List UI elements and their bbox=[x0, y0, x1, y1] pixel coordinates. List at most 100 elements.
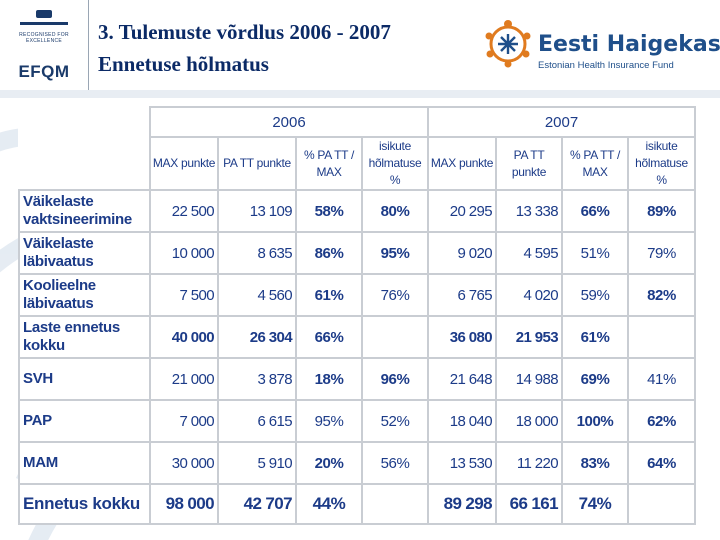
table-cell: 7 000 bbox=[149, 399, 219, 443]
table-row: Väikelaste vaktsineerimine 22 500 13 109… bbox=[18, 189, 696, 233]
table-cell: 51% bbox=[561, 231, 629, 275]
efqm-logo: RECOGNISED FOR EXCELLENCE EFQM bbox=[14, 8, 74, 82]
table-cell: 13 338 bbox=[495, 189, 563, 233]
table-cell: 21 953 bbox=[495, 315, 563, 359]
efqm-mark-text: EFQM bbox=[18, 62, 70, 81]
year-header-row: 2006 2007 bbox=[18, 106, 696, 191]
row-label: Koolieelne läbivaatus bbox=[18, 273, 151, 317]
column-header: % PA TT / MAX bbox=[295, 136, 363, 191]
table-cell: 89 298 bbox=[427, 483, 497, 525]
table-cell: 61% bbox=[561, 315, 629, 359]
table-cell: 6 765 bbox=[427, 273, 497, 317]
table-cell: 80% bbox=[361, 189, 429, 233]
table-cell: 59% bbox=[561, 273, 629, 317]
table-cell: 61% bbox=[295, 273, 363, 317]
table-cell: 9 020 bbox=[427, 231, 497, 275]
table-cell: 62% bbox=[627, 399, 696, 443]
table-cell bbox=[361, 315, 429, 359]
column-header: PA TT punkte bbox=[495, 136, 563, 191]
table-corner bbox=[18, 106, 151, 191]
table-cell: 7 500 bbox=[149, 273, 219, 317]
table-cell: 95% bbox=[295, 399, 363, 443]
org-name: Eesti Haigekassa bbox=[538, 32, 720, 57]
table-row: PAP 7 000 6 615 95% 52% 18 040 18 000 10… bbox=[18, 399, 696, 443]
table-cell: 83% bbox=[561, 441, 629, 485]
table-row: Väikelaste läbivaatus 10 000 8 635 86% 9… bbox=[18, 231, 696, 275]
table-cell: 82% bbox=[627, 273, 696, 317]
table-cell: 69% bbox=[561, 357, 629, 401]
table-cell: 8 635 bbox=[217, 231, 297, 275]
table-cell: 41% bbox=[627, 357, 696, 401]
table-row-total: Ennetus kokku 98 000 42 707 44% 89 298 6… bbox=[18, 483, 696, 525]
table-cell: 21 648 bbox=[427, 357, 497, 401]
table-cell: 20 295 bbox=[427, 189, 497, 233]
table-cell: 10 000 bbox=[149, 231, 219, 275]
table-row: Koolieelne läbivaatus 7 500 4 560 61% 76… bbox=[18, 273, 696, 317]
table-cell: 11 220 bbox=[495, 441, 563, 485]
column-header: PA TT punkte bbox=[217, 136, 297, 191]
table-cell: 44% bbox=[295, 483, 363, 525]
table-cell: 40 000 bbox=[149, 315, 219, 359]
table-cell: 76% bbox=[361, 273, 429, 317]
row-label: Väikelaste läbivaatus bbox=[18, 231, 151, 275]
header-bar: RECOGNISED FOR EXCELLENCE EFQM 3. Tulemu… bbox=[0, 0, 720, 90]
header-bottom-strip bbox=[0, 90, 720, 98]
table-cell: 66 161 bbox=[495, 483, 563, 525]
table-cell: 20% bbox=[295, 441, 363, 485]
row-label: Väikelaste vaktsineerimine bbox=[18, 189, 151, 233]
table-cell: 79% bbox=[627, 231, 696, 275]
column-header: MAX punkte bbox=[149, 136, 219, 191]
table-cell: 64% bbox=[627, 441, 696, 485]
table-cell bbox=[361, 483, 429, 525]
table-cell: 4 020 bbox=[495, 273, 563, 317]
table-cell: 22 500 bbox=[149, 189, 219, 233]
efqm-recognised-text: RECOGNISED FOR EXCELLENCE bbox=[19, 32, 69, 44]
table-cell: 4 595 bbox=[495, 231, 563, 275]
table-cell: 74% bbox=[561, 483, 629, 525]
org-name-english: Estonian Health Insurance Fund bbox=[538, 60, 674, 71]
column-header: MAX punkte bbox=[427, 136, 497, 191]
table-cell: 13 109 bbox=[217, 189, 297, 233]
table-cell: 56% bbox=[361, 441, 429, 485]
table-cell: 58% bbox=[295, 189, 363, 233]
page-title: 3. Tulemuste võrdlus 2006 - 2007 bbox=[98, 20, 391, 44]
efqm-star-icon bbox=[36, 10, 52, 18]
table-cell: 66% bbox=[295, 315, 363, 359]
column-header-row: MAX punkte PA TT punkte % PA TT / MAX is… bbox=[19, 136, 696, 191]
table-cell: 95% bbox=[361, 231, 429, 275]
header-divider bbox=[88, 0, 89, 90]
table-cell: 66% bbox=[561, 189, 629, 233]
row-label: MAM bbox=[18, 441, 151, 485]
row-label: Laste ennetus kokku bbox=[18, 315, 151, 359]
table-cell: 21 000 bbox=[149, 357, 219, 401]
table-cell: 36 080 bbox=[427, 315, 497, 359]
table-row: SVH 21 000 3 878 18% 96% 21 648 14 988 6… bbox=[18, 357, 696, 401]
table-cell: 3 878 bbox=[217, 357, 297, 401]
table-cell: 18% bbox=[295, 357, 363, 401]
table-cell: 18 000 bbox=[495, 399, 563, 443]
table-cell: 86% bbox=[295, 231, 363, 275]
table-cell: 89% bbox=[627, 189, 696, 233]
efqm-divider bbox=[20, 22, 68, 25]
table-row: MAM 30 000 5 910 20% 56% 13 530 11 220 8… bbox=[18, 441, 696, 485]
table-cell: 30 000 bbox=[149, 441, 219, 485]
table-cell: 13 530 bbox=[427, 441, 497, 485]
table-cell: 18 040 bbox=[427, 399, 497, 443]
table-cell: 98 000 bbox=[149, 483, 219, 525]
row-label: PAP bbox=[18, 399, 151, 443]
row-label: SVH bbox=[18, 357, 151, 401]
column-header: isikute hõlmatuse % bbox=[627, 136, 696, 191]
year-2007-header: 2007 bbox=[427, 106, 696, 138]
page-subtitle: Ennetuse hõlmatus bbox=[98, 52, 269, 76]
year-2006-header: 2006 bbox=[149, 106, 429, 138]
coverage-comparison-table: 2006 2007 MAX punkte PA TT punkte % PA T… bbox=[18, 106, 696, 525]
table-cell: 42 707 bbox=[217, 483, 297, 525]
table-cell: 14 988 bbox=[495, 357, 563, 401]
table-cell: 100% bbox=[561, 399, 629, 443]
table-cell bbox=[627, 315, 696, 359]
table-cell: 26 304 bbox=[217, 315, 297, 359]
table-cell: 52% bbox=[361, 399, 429, 443]
table-cell: 4 560 bbox=[217, 273, 297, 317]
haigekassa-turtle-logo-icon bbox=[485, 20, 531, 68]
table-cell bbox=[627, 483, 696, 525]
